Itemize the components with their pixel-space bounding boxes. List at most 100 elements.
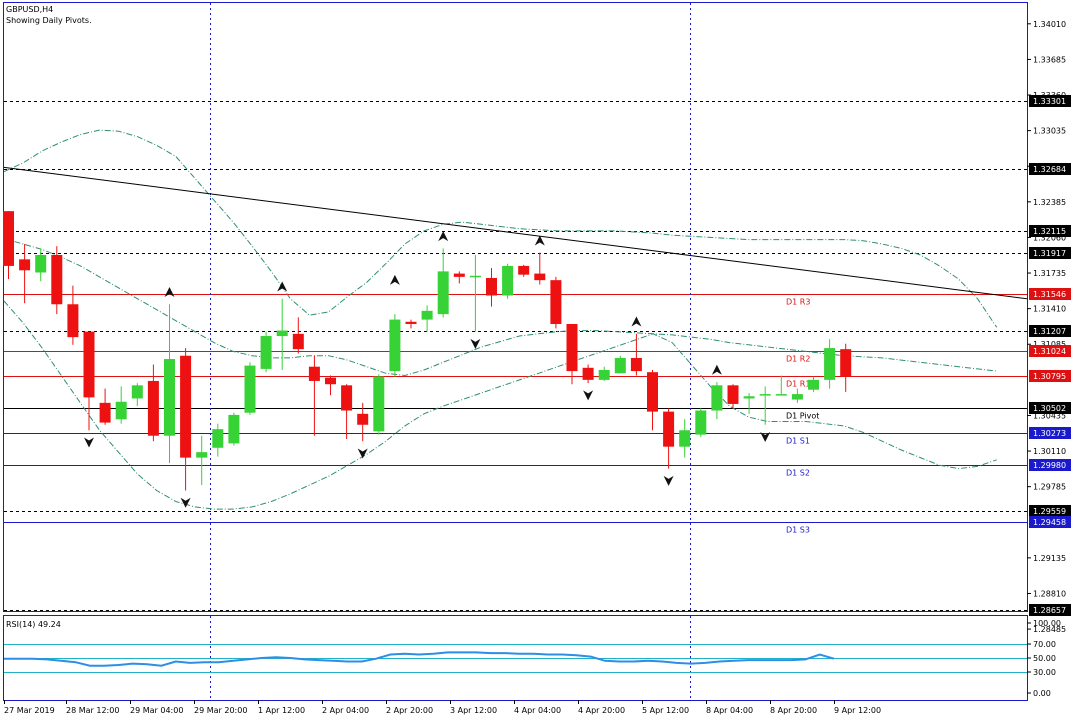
pivot-level-label: D1 S1 — [786, 437, 810, 446]
bearish-candle — [534, 252, 546, 285]
bearish-candle — [147, 364, 159, 442]
candle-body — [308, 366, 320, 381]
candle-body — [83, 331, 95, 398]
bullish-candle — [196, 435, 208, 486]
bearish-candle — [486, 268, 497, 307]
price-level-tag-text: 1.29458 — [1033, 518, 1066, 527]
time-tick-label: 2 Apr 04:00 — [322, 706, 369, 715]
candle-body — [824, 348, 836, 380]
rsi-title: RSI(14) 49.24 — [6, 620, 61, 629]
candle-body — [550, 280, 562, 324]
bearish-candle — [630, 333, 642, 376]
bullish-candle — [743, 392, 755, 414]
chart-subtitle: Showing Daily Pivots. — [6, 16, 92, 25]
price-level-tag-text: 1.31024 — [1033, 347, 1066, 356]
price-level-tag: 1.31207 — [1029, 325, 1071, 337]
candle-body — [582, 367, 594, 380]
price-tick-label: 1.32060 — [1033, 233, 1066, 242]
candle-body — [647, 372, 658, 412]
price-tick-label: 1.29785 — [1033, 483, 1066, 492]
price-level-tag-box — [1029, 427, 1071, 439]
candle-body — [99, 402, 111, 423]
price-level-tag: 1.29559 — [1029, 505, 1071, 517]
candle-body — [775, 394, 787, 396]
bullish-candle — [260, 331, 272, 373]
price-level-tag-box — [1029, 95, 1071, 107]
price-level-tag-box — [1029, 402, 1071, 414]
bearish-candle — [663, 408, 675, 469]
rsi-tick-label: 100.00 — [1033, 619, 1061, 628]
bearish-candle — [453, 271, 465, 284]
candle-body — [469, 275, 481, 278]
bullish-candle — [775, 375, 787, 396]
candle-body — [260, 336, 272, 369]
candle-body — [276, 330, 288, 337]
pivot-level-label: D1 Pivot — [786, 412, 819, 421]
bullish-candle — [212, 423, 224, 457]
price-level-tag-box — [1029, 516, 1071, 528]
candle-body — [212, 429, 224, 448]
bearish-candle — [405, 319, 417, 329]
bullish-candle — [373, 374, 385, 435]
time-tick-label: 4 Apr 04:00 — [514, 706, 561, 715]
bullish-candle — [131, 383, 143, 407]
time-tick-label: 3 Apr 12:00 — [450, 706, 497, 715]
fractal-up-arrow — [277, 281, 288, 292]
price-level-tag-box — [1029, 247, 1071, 259]
price-level-tag: 1.28657 — [1029, 604, 1071, 616]
time-tick-label: 27 Mar 2019 — [4, 706, 55, 715]
time-tick-label: 5 Apr 12:00 — [642, 706, 689, 715]
pivot-level-label: D1 R2 — [786, 355, 810, 364]
candle-body — [614, 357, 626, 374]
fractals — [84, 231, 771, 508]
price-tick-label: 1.31085 — [1033, 340, 1066, 349]
pivot-level-label: D1 S3 — [786, 526, 810, 535]
bullish-candle — [115, 386, 127, 424]
price-tick-label: 1.30435 — [1033, 411, 1066, 420]
candle-body — [19, 259, 31, 271]
price-level-tag-box — [1029, 325, 1071, 337]
bullish-candle — [389, 314, 401, 377]
bullish-candle — [421, 305, 433, 332]
price-level-tag-text: 1.31917 — [1033, 249, 1066, 258]
rsi-tick-label: 50.00 — [1033, 654, 1056, 663]
price-tick-label: 1.33035 — [1033, 127, 1066, 136]
time-axis: 27 Mar 2019 28 Mar 12:00 29 Mar 04:00 29 Ma… — [4, 700, 881, 715]
fractal-up-arrow — [711, 364, 722, 375]
bullish-candle — [695, 408, 707, 437]
bearish-candle — [19, 244, 31, 304]
rsi-tick-label: 0.00 — [1033, 689, 1051, 698]
bearish-candle — [341, 384, 353, 440]
dashed-levels — [4, 101, 1027, 611]
bullish-candle — [276, 298, 288, 370]
candle-body — [405, 321, 417, 324]
bullish-candle — [824, 339, 836, 389]
time-tick-label: 29 Mar 20:00 — [194, 706, 247, 715]
candle-body — [325, 377, 336, 385]
price-level-tag-box — [1029, 459, 1071, 471]
chart-symbol-title: GBPUSD,H4 — [6, 5, 53, 14]
candle-body — [630, 357, 642, 372]
candle-body — [534, 273, 546, 281]
candle-body — [196, 452, 208, 458]
candle-body — [3, 211, 14, 266]
rsi-tick-label: 30.00 — [1033, 668, 1056, 677]
candle-body — [518, 265, 530, 275]
fractal-down-arrow — [470, 338, 481, 349]
price-tick-label: 1.29135 — [1033, 554, 1066, 563]
fractal-down-arrow — [663, 475, 674, 486]
candle-body — [437, 271, 449, 315]
candle-body — [502, 265, 514, 296]
rsi-tick-label: 70.00 — [1033, 640, 1056, 649]
fractal-down-arrow — [180, 497, 191, 508]
bearish-candle — [308, 355, 320, 436]
price-level-tag: 1.33301 — [1029, 95, 1071, 107]
candle-body — [147, 380, 159, 436]
bullish-candle — [502, 263, 514, 299]
time-tick-label: 1 Apr 12:00 — [258, 706, 305, 715]
candles — [3, 211, 852, 491]
candle-body — [35, 254, 47, 273]
price-level-tag-text: 1.28657 — [1033, 606, 1066, 615]
bullish-candle — [164, 304, 175, 464]
price-level-tag-text: 1.32115 — [1033, 227, 1066, 236]
